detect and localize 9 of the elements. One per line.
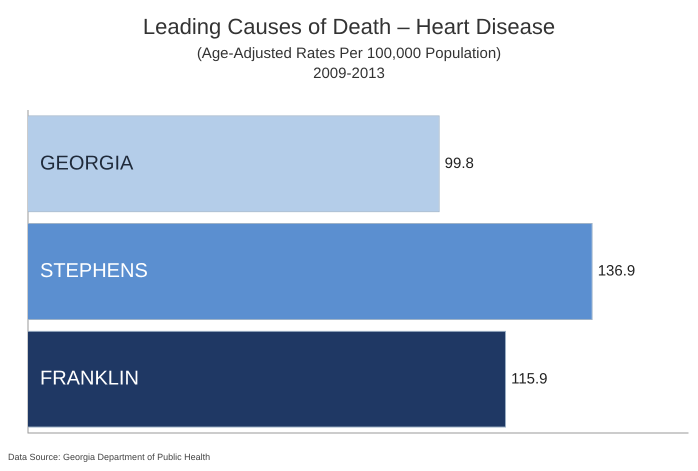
data-label: 136.9	[598, 262, 636, 280]
data-label: 99.8	[444, 154, 474, 172]
chart-title: Leading Causes of Death – Heart Disease	[142, 14, 556, 40]
data-label: 115.9	[511, 370, 548, 388]
y-tick-label: GEORGIA	[40, 152, 134, 174]
y-tick-label: STEPHENS	[40, 260, 148, 282]
y-tick-label: FRANKLIN	[40, 368, 139, 390]
source-note: Data Source: Georgia Department of Public Health	[8, 452, 210, 462]
chart-subtitle: (Age-Adjusted Rates Per 100,000 Population) 2009-2013	[196, 44, 502, 84]
